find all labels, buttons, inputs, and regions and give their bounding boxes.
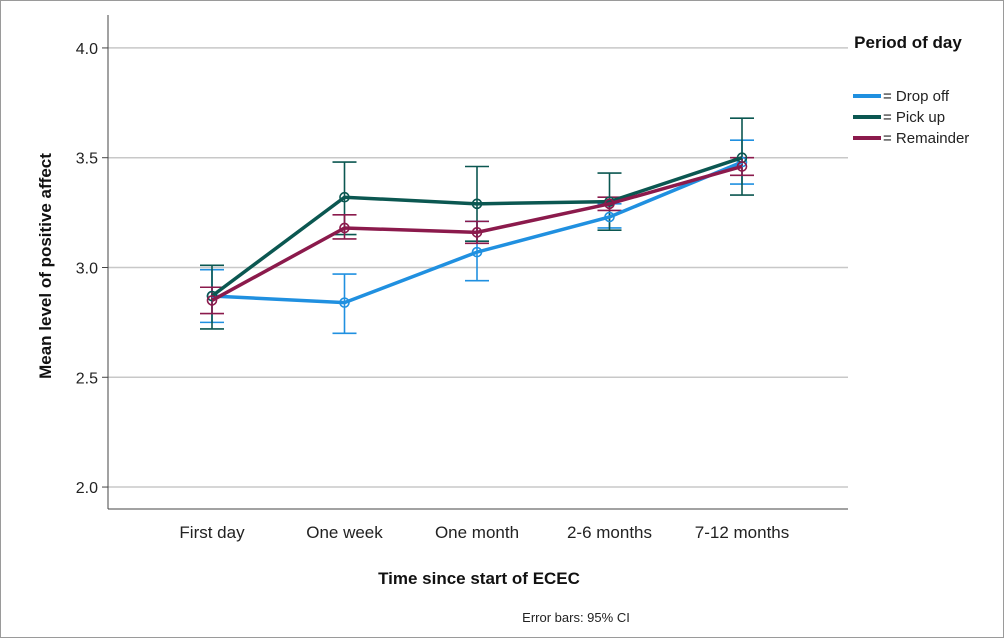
series-line: [211, 164, 743, 302]
error-bar: [730, 117, 754, 196]
y-tick-label: 4.0: [76, 41, 98, 58]
y-tick-label: 3.0: [76, 260, 98, 277]
point: [206, 295, 218, 306]
note: Error bars: 95% CI: [522, 610, 630, 625]
y-axis-label: Mean level of positive affect: [36, 153, 55, 379]
legend-label: = Remainder: [883, 130, 969, 147]
point: [604, 211, 615, 223]
x-tick-label: One week: [306, 523, 383, 542]
point: [471, 198, 483, 210]
series-line: [211, 160, 743, 305]
point: [471, 227, 483, 238]
point: [471, 246, 483, 258]
point: [604, 198, 615, 210]
x-tick-label: One month: [435, 523, 519, 542]
point: [736, 161, 748, 172]
point: [339, 297, 350, 308]
legend-label: = Pick up: [883, 109, 945, 126]
x-tick-label: First day: [179, 523, 245, 542]
x-tick-label: 7-12 months: [695, 523, 790, 542]
legend-label: = Drop off: [883, 88, 950, 105]
x-axis-label: Time since start of ECEC: [378, 569, 580, 588]
y-tick-label: 2.0: [76, 480, 98, 497]
point: [339, 222, 350, 234]
legend-title: Period of day: [854, 33, 962, 52]
y-tick-label: 2.5: [76, 370, 98, 387]
point: [339, 191, 350, 203]
y-tick-label: 3.5: [76, 151, 98, 168]
series-line: [210, 156, 743, 298]
x-tick-label: 2-6 months: [567, 523, 652, 542]
